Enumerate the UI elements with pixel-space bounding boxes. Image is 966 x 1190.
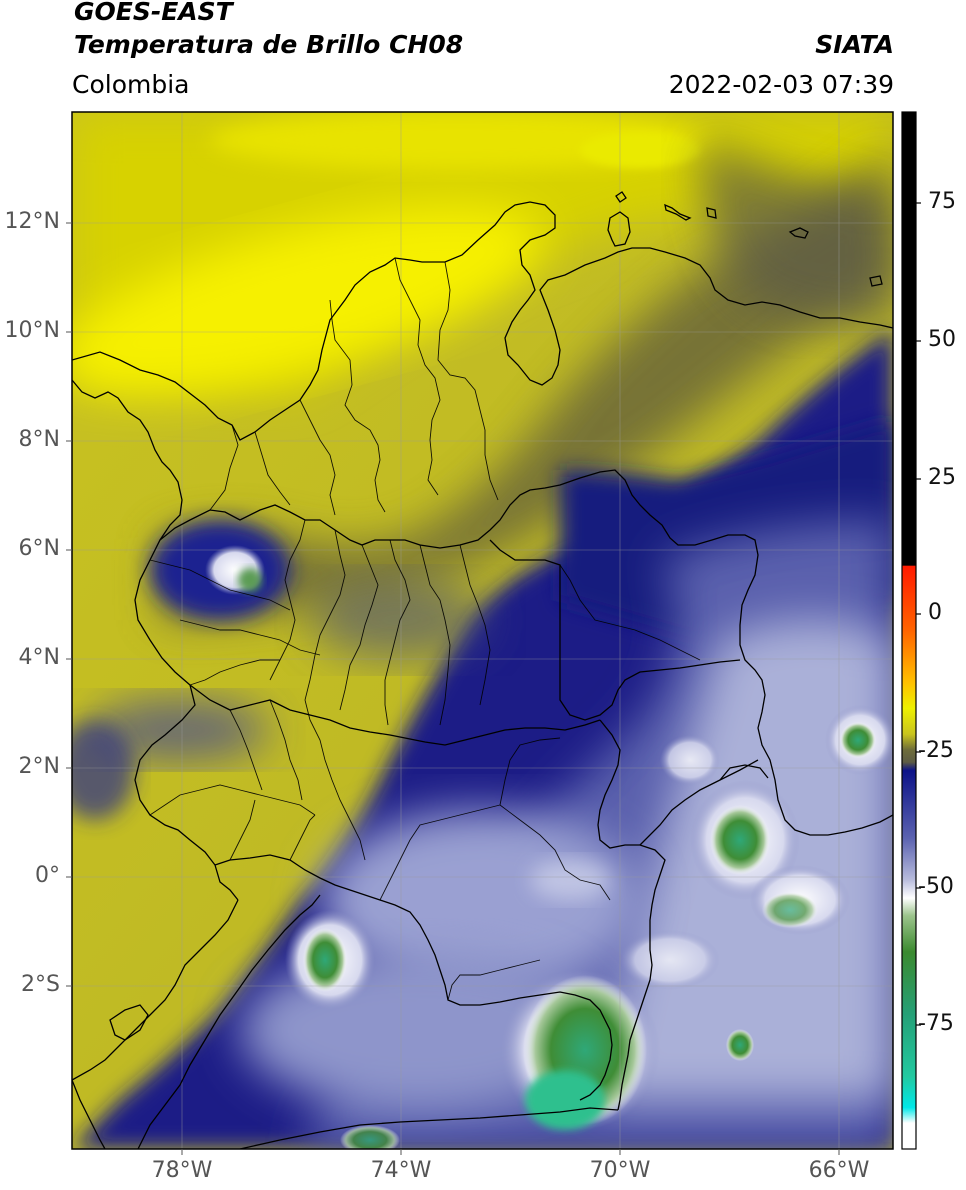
lat-tick-label: 4°N (18, 645, 60, 670)
lat-tick-label: 2°S (21, 972, 60, 997)
lat-tick-marks (66, 222, 72, 987)
lon-tick-marks (181, 1149, 840, 1155)
colorbar-tick-label: 25 (928, 465, 956, 490)
product-title: Temperatura de Brillo CH08 (74, 30, 464, 59)
colorbar-tick-label: -25 (918, 738, 954, 763)
lon-tick-label: 66°W (808, 1158, 870, 1183)
department-borders (149, 257, 701, 1001)
lon-tick-label: 70°W (589, 1158, 651, 1183)
colorbar-tick-label: 0 (928, 600, 942, 625)
lon-tick-label: 78°W (151, 1158, 213, 1183)
lon-tick-label: 74°W (370, 1158, 432, 1183)
colorbar-tick-marks (916, 202, 921, 1026)
colorbar-tick-label: -75 (918, 1011, 954, 1036)
lat-tick-label: 6°N (18, 536, 60, 561)
map-gridlines (72, 112, 893, 1149)
satellite-title: GOES-EAST (74, 0, 233, 26)
map-frame (71, 111, 894, 1150)
brightness-temperature-field (72, 112, 893, 1149)
lat-tick-label: 10°N (4, 318, 60, 343)
lat-tick-label: 2°N (18, 754, 60, 779)
region-label: Colombia (72, 70, 190, 99)
lat-tick-label: 12°N (4, 209, 60, 234)
lat-tick-label: 8°N (18, 427, 60, 452)
colorbar (901, 111, 917, 1150)
colorbar-tick-label: -50 (918, 874, 954, 899)
lat-tick-label: 0° (35, 863, 60, 888)
colorbar-tick-label: 75 (928, 189, 956, 214)
agency-label: SIATA (815, 30, 894, 59)
datetime-label: 2022-02-03 07:39 (668, 70, 894, 99)
colorbar-tick-label: 50 (928, 327, 956, 352)
